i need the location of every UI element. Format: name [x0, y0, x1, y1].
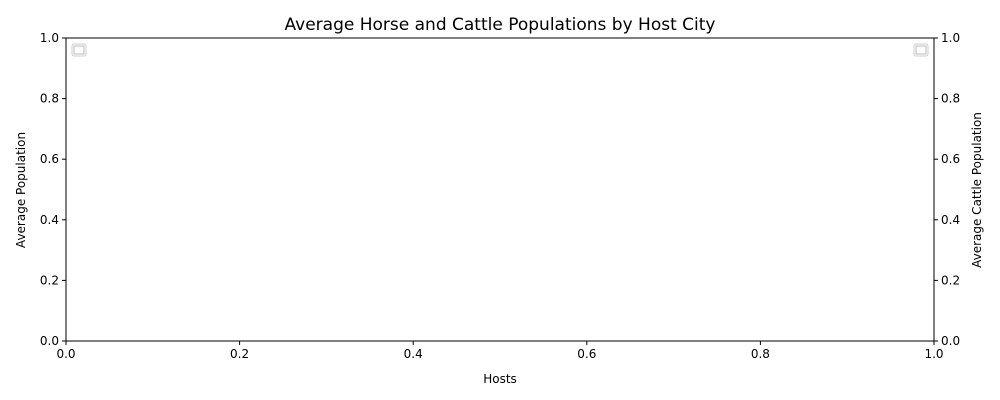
plot-area — [65, 37, 935, 342]
y-tick-label: 0.8 — [40, 92, 59, 106]
y-tick-label: 0.2 — [40, 273, 59, 287]
y-tick-label: 0.4 — [40, 213, 59, 227]
legend-left — [71, 43, 87, 57]
x-tick-label: 0.6 — [577, 347, 596, 361]
y2-tick-label: 0.4 — [941, 213, 960, 227]
y2-tick-label: 0.0 — [941, 334, 960, 348]
x-axis-label: Hosts — [483, 372, 517, 386]
y-axis-label: Average Population — [14, 132, 28, 248]
y-tick-label: 1.0 — [40, 31, 59, 45]
y2-tick-label: 0.2 — [941, 273, 960, 287]
legend-right-swatch — [915, 45, 927, 55]
legend-right — [913, 43, 929, 57]
x-tick-label: 1.0 — [924, 347, 943, 361]
y2-tick-label: 0.8 — [941, 92, 960, 106]
y2-axis-ticks: 0.0 0.2 0.4 0.6 0.8 1.0 — [934, 31, 960, 348]
x-axis-ticks: 0.0 0.2 0.4 0.6 0.8 1.0 — [56, 341, 944, 361]
x-tick-label: 0.4 — [404, 347, 423, 361]
y-tick-label: 0.6 — [40, 152, 59, 166]
y2-axis-label: Average Cattle Population — [970, 112, 984, 268]
x-tick-label: 0.8 — [751, 347, 770, 361]
x-tick-label: 0.0 — [56, 347, 75, 361]
y2-tick-label: 0.6 — [941, 152, 960, 166]
legend-left-swatch — [73, 45, 85, 55]
y2-tick-label: 1.0 — [941, 31, 960, 45]
chart-title: Average Horse and Cattle Populations by … — [285, 15, 716, 35]
y-tick-label: 0.0 — [40, 334, 59, 348]
y-axis-ticks: 0.0 0.2 0.4 0.6 0.8 1.0 — [40, 31, 66, 348]
x-tick-label: 0.2 — [230, 347, 249, 361]
